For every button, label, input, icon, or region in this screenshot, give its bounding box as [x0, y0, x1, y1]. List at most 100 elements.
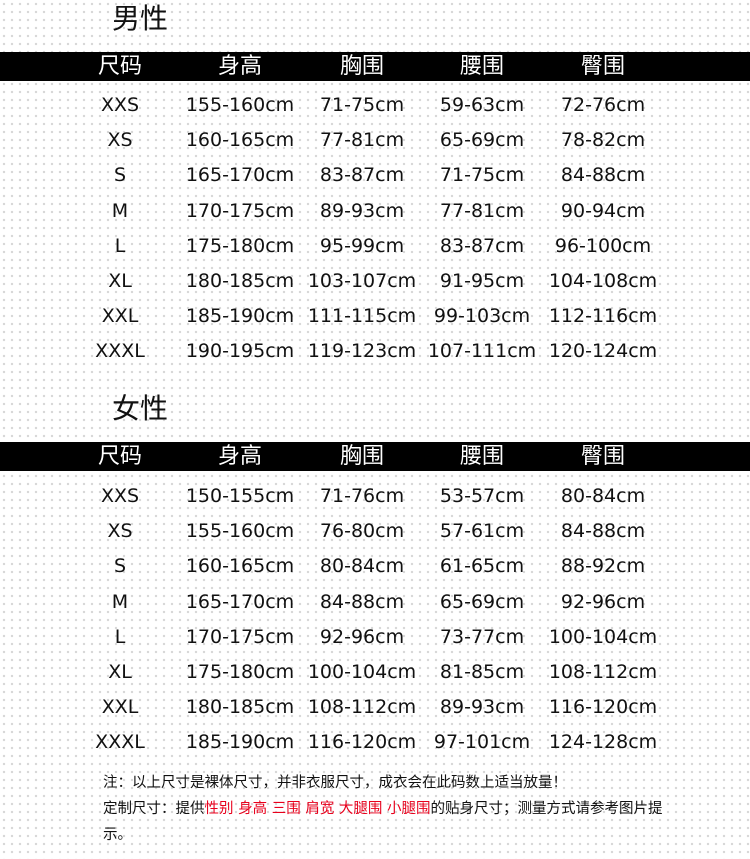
column-header-chest: 胸围	[339, 54, 385, 79]
table-row: XS 160-165cm 77-81cm 65-69cm 78-82cm	[0, 123, 750, 158]
cell-height: 170-175cm	[185, 625, 295, 648]
cell-hip: 80-84cm	[560, 485, 646, 507]
column-header-waist: 腰围	[459, 54, 505, 79]
cell-chest: 100-104cm	[307, 661, 417, 683]
cell-waist: 99-103cm	[433, 305, 531, 328]
custom-highlight: 性别 身高 三围 肩宽 大腿围 小腿围	[204, 801, 431, 817]
cell-size: XXXL	[95, 731, 145, 754]
cell-hip: 96-100cm	[554, 234, 652, 257]
cell-hip: 120-124cm	[548, 340, 658, 363]
cell-size: M	[111, 590, 129, 613]
cell-waist: 81-85cm	[439, 661, 525, 683]
note-line: 注：以上尺寸是裸体尺寸，并非衣服尺寸，成衣会在此码数上适当放量！	[103, 775, 567, 791]
cell-height: 190-195cm	[185, 340, 295, 363]
cell-chest: 71-75cm	[319, 94, 405, 116]
cell-waist: 83-87cm	[439, 234, 525, 257]
cell-hip: 112-116cm	[548, 305, 658, 328]
cell-size: XXS	[100, 94, 140, 116]
cell-size: XL	[108, 270, 132, 292]
cell-height: 150-155cm	[185, 485, 295, 507]
column-header-height: 身高	[217, 54, 263, 79]
cell-chest: 83-87cm	[319, 164, 405, 187]
column-header-waist: 腰围	[459, 444, 505, 469]
cell-size: XXL	[101, 696, 139, 719]
column-header-size: 尺码	[97, 54, 143, 79]
cell-chest: 103-107cm	[307, 270, 417, 292]
cell-waist: 59-63cm	[439, 94, 525, 116]
column-header-size: 尺码	[97, 444, 143, 469]
cell-size: S	[113, 555, 127, 578]
cell-height: 155-160cm	[185, 520, 295, 543]
cell-waist: 61-65cm	[439, 555, 525, 578]
cell-hip: 92-96cm	[560, 590, 646, 613]
cell-hip: 90-94cm	[560, 199, 646, 222]
cell-size: XS	[107, 129, 133, 152]
cell-hip: 84-88cm	[560, 520, 646, 543]
cell-hip: 84-88cm	[560, 164, 646, 187]
cell-height: 160-165cm	[185, 129, 295, 152]
women-table-header: 尺码 身高 胸围 腰围 臀围	[0, 442, 750, 471]
cell-waist: 57-61cm	[439, 520, 525, 543]
table-row: M 165-170cm 84-88cm 65-69cm 92-96cm	[0, 585, 750, 620]
cell-size: XL	[108, 661, 132, 683]
cell-hip: 124-128cm	[548, 731, 658, 754]
cell-size: XXS	[100, 485, 140, 507]
cell-chest: 89-93cm	[319, 199, 405, 222]
cell-waist: 65-69cm	[439, 129, 525, 152]
cell-height: 175-180cm	[185, 661, 295, 683]
table-row: S 160-165cm 80-84cm 61-65cm 88-92cm	[0, 549, 750, 584]
cell-height: 165-170cm	[185, 590, 295, 613]
table-row: XXS 150-155cm 71-76cm 53-57cm 80-84cm	[0, 479, 750, 514]
table-row: XXXL 185-190cm 116-120cm 97-101cm 124-128cm	[0, 725, 750, 760]
cell-size: L	[114, 234, 126, 257]
table-row: S 165-170cm 83-87cm 71-75cm 84-88cm	[0, 158, 750, 193]
cell-waist: 65-69cm	[439, 590, 525, 613]
custom-size-note: 定制尺寸：提供性别 身高 三围 肩宽 大腿围 小腿围的贴身尺寸；测量方式请参考图…	[103, 796, 663, 848]
cell-height: 185-190cm	[185, 731, 295, 754]
cell-height: 170-175cm	[185, 199, 295, 222]
table-row: XL 180-185cm 103-107cm 91-95cm 104-108cm	[0, 264, 750, 299]
cell-chest: 71-76cm	[319, 485, 405, 507]
cell-chest: 92-96cm	[319, 625, 405, 648]
cell-chest: 76-80cm	[319, 520, 405, 543]
table-row: XXL 185-190cm 111-115cm 99-103cm 112-116cm	[0, 299, 750, 334]
custom-prefix: 定制尺寸：提供	[103, 801, 205, 817]
cell-height: 155-160cm	[185, 94, 295, 116]
cell-size: S	[113, 164, 127, 187]
cell-waist: 73-77cm	[439, 625, 525, 648]
table-row: XXS 155-160cm 71-75cm 59-63cm 72-76cm	[0, 88, 750, 123]
cell-height: 160-165cm	[185, 555, 295, 578]
men-section-title: 男性	[112, 2, 169, 35]
table-row: XXL 180-185cm 108-112cm 89-93cm 116-120cm	[0, 690, 750, 725]
table-row: M 170-175cm 89-93cm 77-81cm 90-94cm	[0, 194, 750, 229]
column-header-hip: 臀围	[580, 444, 626, 469]
cell-hip: 100-104cm	[548, 625, 658, 648]
cell-size: M	[111, 199, 129, 222]
cell-height: 175-180cm	[185, 234, 295, 257]
table-row: XL 175-180cm 100-104cm 81-85cm 108-112cm	[0, 655, 750, 690]
column-header-hip: 臀围	[580, 54, 626, 79]
cell-waist: 89-93cm	[439, 696, 525, 719]
cell-waist: 91-95cm	[439, 270, 525, 292]
cell-height: 185-190cm	[185, 305, 295, 328]
men-table-header: 尺码 身高 胸围 腰围 臀围	[0, 52, 750, 81]
cell-chest: 77-81cm	[319, 129, 405, 152]
cell-waist: 53-57cm	[439, 485, 525, 507]
cell-chest: 119-123cm	[307, 340, 417, 363]
cell-chest: 111-115cm	[307, 305, 417, 328]
size-notes: 注：以上尺寸是裸体尺寸，并非衣服尺寸，成衣会在此码数上适当放量！ 定制尺寸：提供…	[103, 770, 663, 848]
cell-hip: 116-120cm	[548, 696, 658, 719]
cell-hip: 108-112cm	[548, 661, 658, 683]
cell-chest: 84-88cm	[319, 590, 405, 613]
table-row: L 170-175cm 92-96cm 73-77cm 100-104cm	[0, 620, 750, 655]
cell-height: 180-185cm	[185, 270, 295, 292]
cell-waist: 97-101cm	[433, 731, 531, 754]
women-section-title: 女性	[112, 392, 169, 425]
cell-size: L	[114, 625, 126, 648]
cell-height: 165-170cm	[185, 164, 295, 187]
cell-chest: 116-120cm	[307, 731, 417, 754]
column-header-chest: 胸围	[339, 444, 385, 469]
cell-waist: 71-75cm	[439, 164, 525, 187]
cell-waist: 107-111cm	[427, 340, 537, 363]
cell-waist: 77-81cm	[439, 199, 525, 222]
